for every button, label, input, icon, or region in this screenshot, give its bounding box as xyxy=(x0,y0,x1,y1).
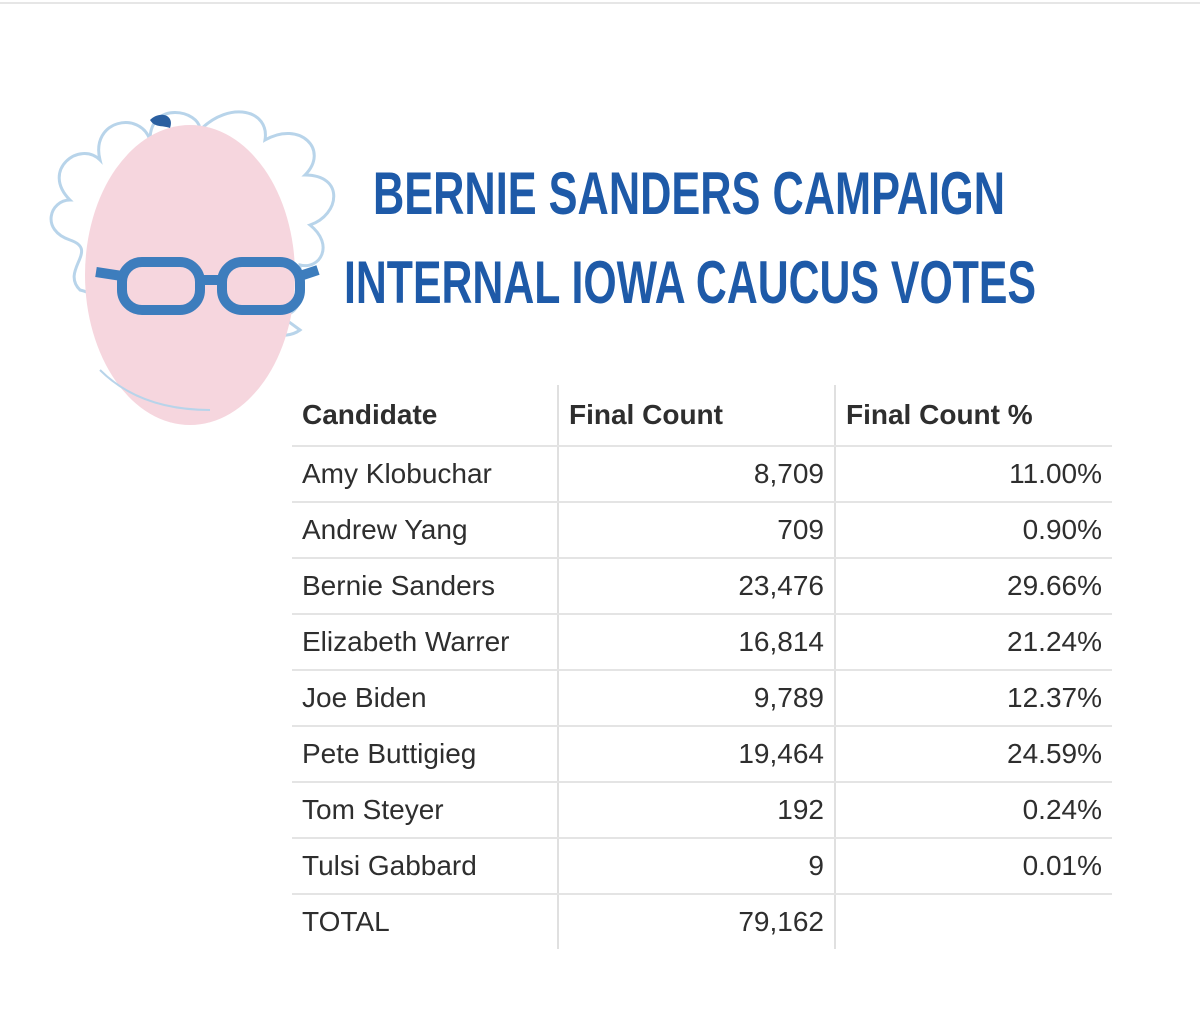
table-cell: 23,476 xyxy=(558,558,836,615)
table-row: Elizabeth Warrer 16,814 21.24% xyxy=(292,614,1112,671)
table-cell: 0.24% xyxy=(835,782,1112,839)
table-cell: Bernie Sanders xyxy=(292,558,559,615)
header-row: Candidate Final Count Final Count % xyxy=(292,385,1112,447)
total-row: TOTAL 79,162 xyxy=(292,894,1112,949)
table-cell: 12.37% xyxy=(835,670,1112,727)
column-header: Candidate xyxy=(292,385,559,447)
table-cell: 29.66% xyxy=(835,558,1112,615)
table-row: Amy Klobuchar 8,709 11.00% xyxy=(292,446,1112,503)
table-row: Tom Steyer 192 0.24% xyxy=(292,782,1112,839)
table-row: Tulsi Gabbard 9 0.01% xyxy=(292,838,1112,895)
table-cell: 79,162 xyxy=(558,894,836,949)
column-header: Final Count % xyxy=(835,385,1112,447)
table-row: Andrew Yang 709 0.90% xyxy=(292,502,1112,559)
table-cell: 16,814 xyxy=(558,614,836,671)
table-cell: TOTAL xyxy=(292,894,559,949)
table-cell: Tulsi Gabbard xyxy=(292,838,559,895)
title-line: BERNIE SANDERS CAMPAIGN xyxy=(373,160,1005,227)
table-cell: 0.01% xyxy=(835,838,1112,895)
table-cell: 9,789 xyxy=(558,670,836,727)
title: BERNIE SANDERS CAMPAIGN INTERNAL IOWA CA… xyxy=(344,160,1036,316)
table-cell: 192 xyxy=(558,782,836,839)
table-cell: 24.59% xyxy=(835,726,1112,783)
table-cell: 0.90% xyxy=(835,502,1112,559)
table-cell: Andrew Yang xyxy=(292,502,559,559)
table-cell: 9 xyxy=(558,838,836,895)
table-row: Pete Buttigieg 19,464 24.59% xyxy=(292,726,1112,783)
table-cell: 11.00% xyxy=(835,446,1112,503)
title-line: INTERNAL IOWA CAUCUS VOTES xyxy=(344,249,1036,316)
table-row: Joe Biden 9,789 12.37% xyxy=(292,670,1112,727)
table-cell: Pete Buttigieg xyxy=(292,726,559,783)
results-table: Candidate Final Count Final Count % Amy Kl… xyxy=(292,385,1112,949)
table-cell: 709 xyxy=(558,502,836,559)
table-body: Amy Klobuchar 8,709 11.00% Andrew Yang 709 0.… xyxy=(292,446,1112,949)
caricature xyxy=(49,110,336,425)
table-cell: Tom Steyer xyxy=(292,782,559,839)
table-cell: Elizabeth Warrer xyxy=(292,614,559,671)
table-row: Bernie Sanders 23,476 29.66% xyxy=(292,558,1112,615)
table-cell: 19,464 xyxy=(558,726,836,783)
table-cell: 21.24% xyxy=(835,614,1112,671)
table-cell: Joe Biden xyxy=(292,670,559,727)
table-cell: 8,709 xyxy=(558,446,836,503)
table-cell xyxy=(835,894,1112,949)
column-header: Final Count xyxy=(558,385,836,447)
table-cell: Amy Klobuchar xyxy=(292,446,559,503)
